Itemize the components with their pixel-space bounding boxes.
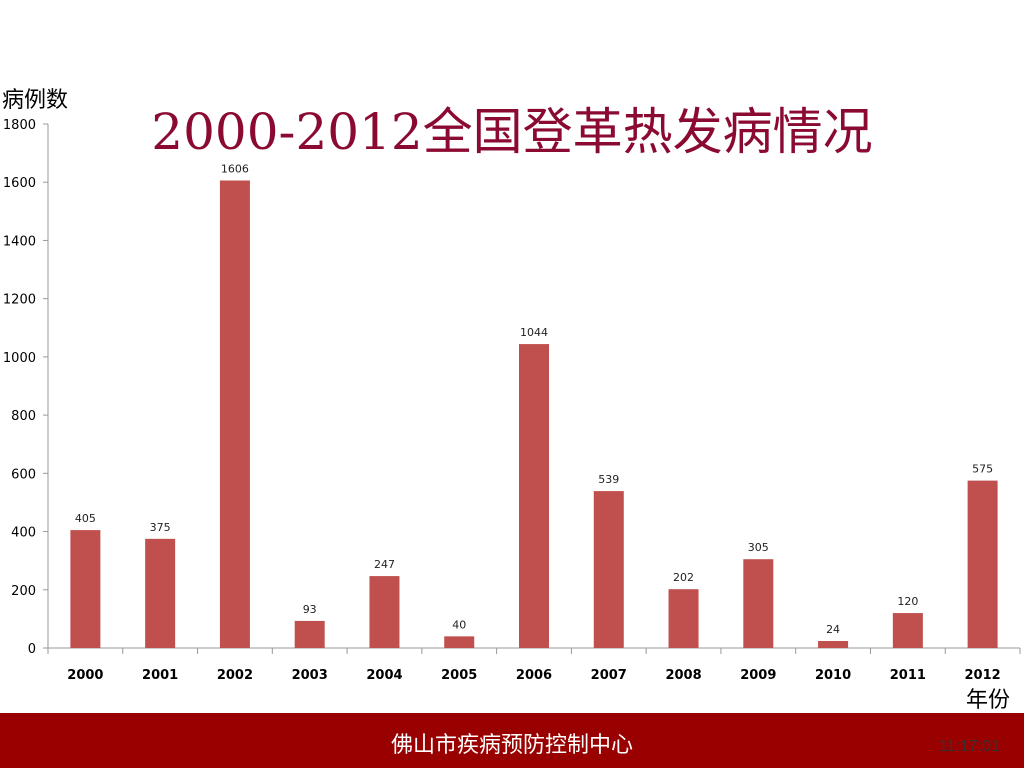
data-label-2005: 40: [452, 618, 466, 631]
bar-2004: [369, 576, 400, 648]
footer-time: 11:17:01: [938, 738, 1000, 755]
y-axis-label: 病例数: [2, 88, 69, 113]
bar-2010: [818, 641, 849, 648]
y-tick-label: 800: [11, 409, 36, 424]
y-tick-label: 0: [28, 642, 36, 657]
bar-2011: [892, 613, 923, 648]
bar-2008: [668, 589, 699, 648]
x-tick-label-2007: 2007: [591, 668, 627, 683]
y-tick-label: 1400: [3, 234, 36, 249]
x-tick-label-2004: 2004: [366, 668, 402, 683]
bar-2001: [145, 538, 176, 648]
data-label-2000: 405: [75, 512, 96, 525]
bar-2007: [593, 491, 624, 648]
footer-organization: 佛山市疾病预防控制中心: [390, 733, 633, 758]
x-tick-label-2002: 2002: [217, 668, 253, 683]
x-tick-label-2000: 2000: [67, 668, 103, 683]
y-tick-label: 1800: [3, 118, 36, 133]
bar-2002: [219, 180, 250, 648]
x-axis-label: 年份: [965, 688, 1010, 713]
x-tick-label-2010: 2010: [815, 668, 851, 683]
bar-2000: [70, 530, 101, 648]
data-label-2007: 539: [598, 473, 619, 486]
bar-2005: [444, 636, 475, 648]
y-tick-label: 200: [11, 584, 36, 599]
data-label-2011: 120: [897, 595, 918, 608]
data-label-2002: 1606: [221, 162, 249, 175]
slide-title: 2000-2012全国登革热发病情况: [151, 103, 873, 161]
y-tick-label: 1000: [3, 351, 36, 366]
y-tick-label: 1600: [3, 176, 36, 191]
y-tick-label: 400: [11, 526, 36, 541]
x-tick-label-2011: 2011: [890, 668, 926, 683]
data-label-2012: 575: [972, 463, 993, 476]
y-tick-label: 600: [11, 467, 36, 482]
x-tick-label-2009: 2009: [740, 668, 776, 683]
x-tick-label-2008: 2008: [665, 668, 701, 683]
x-tick-label-2012: 2012: [965, 668, 1001, 683]
x-tick-label-2006: 2006: [516, 668, 552, 683]
bar-2012: [967, 480, 998, 648]
x-tick-label-2001: 2001: [142, 668, 178, 683]
data-label-2010: 24: [826, 623, 840, 636]
data-label-2001: 375: [150, 521, 171, 534]
bar-2006: [519, 344, 549, 648]
data-label-2006: 1044: [520, 326, 548, 339]
data-label-2003: 93: [303, 603, 317, 616]
footer-bar: 佛山市疾病预防控制中心 11:17:01: [0, 713, 1024, 768]
bar-2009: [743, 559, 774, 648]
y-tick-label: 1200: [3, 293, 36, 308]
data-label-2004: 247: [374, 558, 395, 571]
data-label-2009: 305: [748, 541, 769, 554]
data-label-2008: 202: [673, 571, 694, 584]
x-tick-label-2003: 2003: [292, 668, 328, 683]
bar-2003: [294, 620, 325, 648]
x-tick-label-2005: 2005: [441, 668, 477, 683]
